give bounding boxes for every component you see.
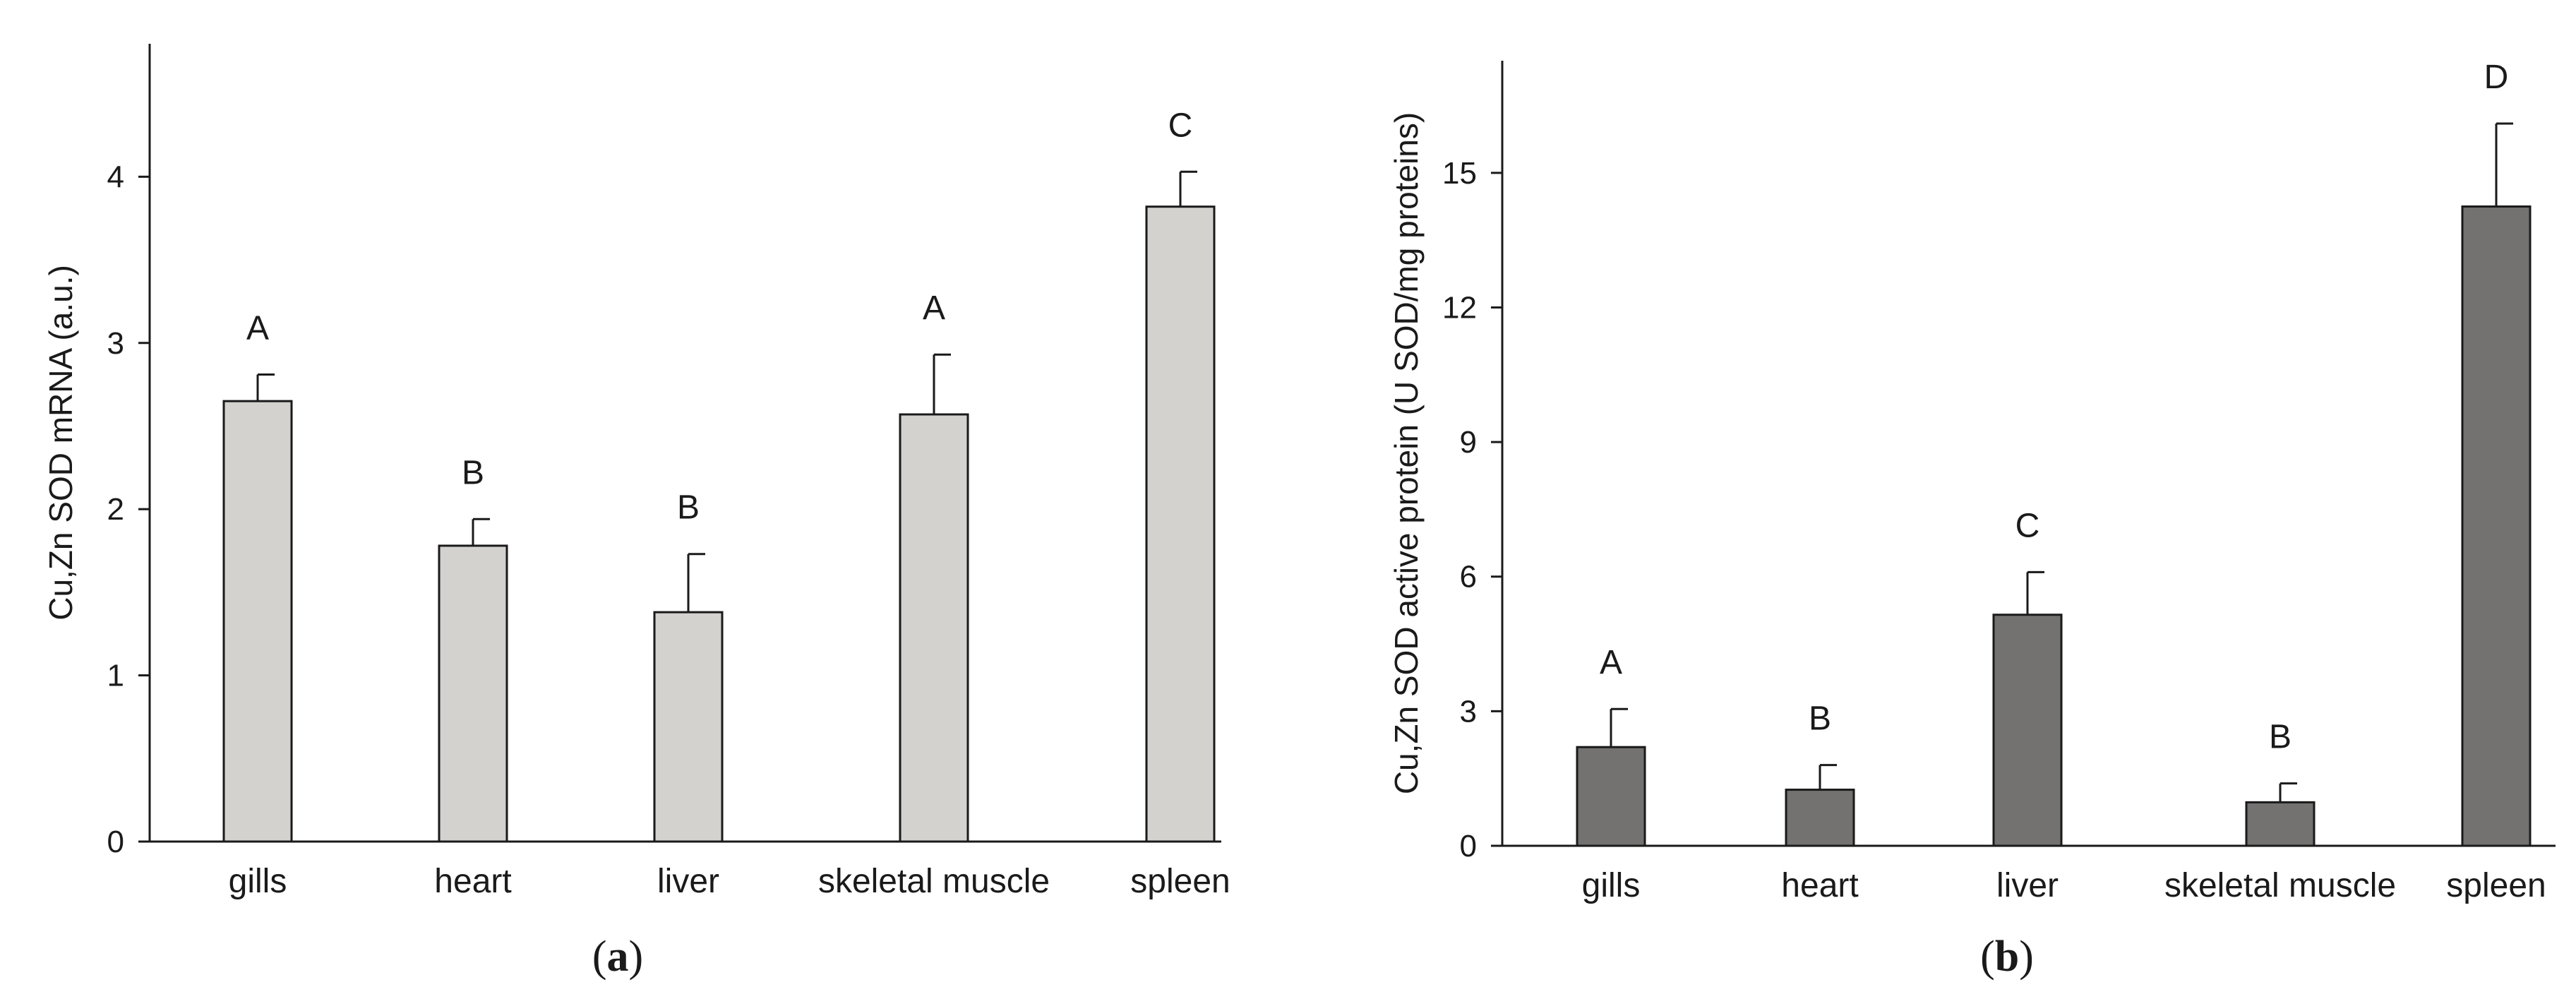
y-tick-label: 2 [107, 492, 124, 527]
significance-letter: C [1168, 107, 1193, 144]
y-tick-label: 9 [1460, 425, 1477, 460]
significance-letter: B [2269, 719, 2292, 756]
y-tick-label: 0 [1460, 829, 1477, 863]
y-tick-label: 6 [1460, 560, 1477, 594]
panel-label-open-paren: ( [1980, 933, 1995, 981]
category-label: skeletal muscle [818, 863, 1050, 900]
bar [2461, 205, 2532, 847]
bar [1785, 789, 1855, 847]
significance-letter: A [1600, 644, 1622, 681]
panel-label-letter: b [1995, 933, 2019, 981]
significance-letter: A [246, 309, 269, 347]
significance-letter: B [462, 454, 484, 491]
category-label: spleen [2446, 867, 2546, 904]
significance-letter: C [2015, 507, 2040, 544]
significance-letter: B [677, 489, 700, 527]
y-tick-label: 0 [107, 825, 124, 859]
bar [438, 544, 508, 843]
category-label: skeletal muscle [2164, 867, 2396, 904]
bar [899, 413, 969, 843]
y-tick-label: 3 [107, 326, 124, 361]
category-label: liver [1996, 867, 2059, 904]
bar [1992, 614, 2063, 847]
category-label: liver [657, 863, 719, 900]
panel-label-close-paren: ) [2019, 933, 2034, 981]
significance-letter: D [2484, 59, 2509, 96]
bar [222, 400, 293, 843]
category-label: gills [1582, 867, 1641, 904]
panel-label-letter: a [607, 933, 629, 981]
y-tick-label: 12 [1442, 290, 1477, 325]
bar [1576, 746, 1646, 847]
y-axis-title: Cu,Zn SOD active protein (U SOD/mg prote… [1388, 112, 1425, 794]
panel-label-open-paren: ( [592, 933, 607, 981]
y-axis-title: Cu,Zn SOD mRNA (a.u.) [42, 265, 79, 621]
panel-label-close-paren: ) [629, 933, 644, 981]
y-tick-label: 15 [1442, 156, 1477, 191]
y-tick-label: 3 [1460, 694, 1477, 729]
category-label: gills [229, 863, 287, 900]
panel-b: 0 3 6 9 12 15 Cu,Zn SOD active protein (U SOD/… [1388, 59, 2556, 981]
y-tick-label: 4 [107, 160, 124, 194]
y-tick-label: 1 [107, 659, 124, 693]
bar [2245, 801, 2316, 847]
panel-label: (b) [1980, 933, 2034, 981]
significance-letter: A [923, 289, 945, 327]
category-label: spleen [1130, 863, 1230, 900]
category-label: heart [434, 863, 511, 900]
panel-label: (a) [592, 933, 643, 981]
bar [1145, 205, 1216, 843]
category-label: heart [1781, 867, 1858, 904]
bar [653, 611, 724, 843]
significance-letter: B [1809, 700, 1831, 738]
